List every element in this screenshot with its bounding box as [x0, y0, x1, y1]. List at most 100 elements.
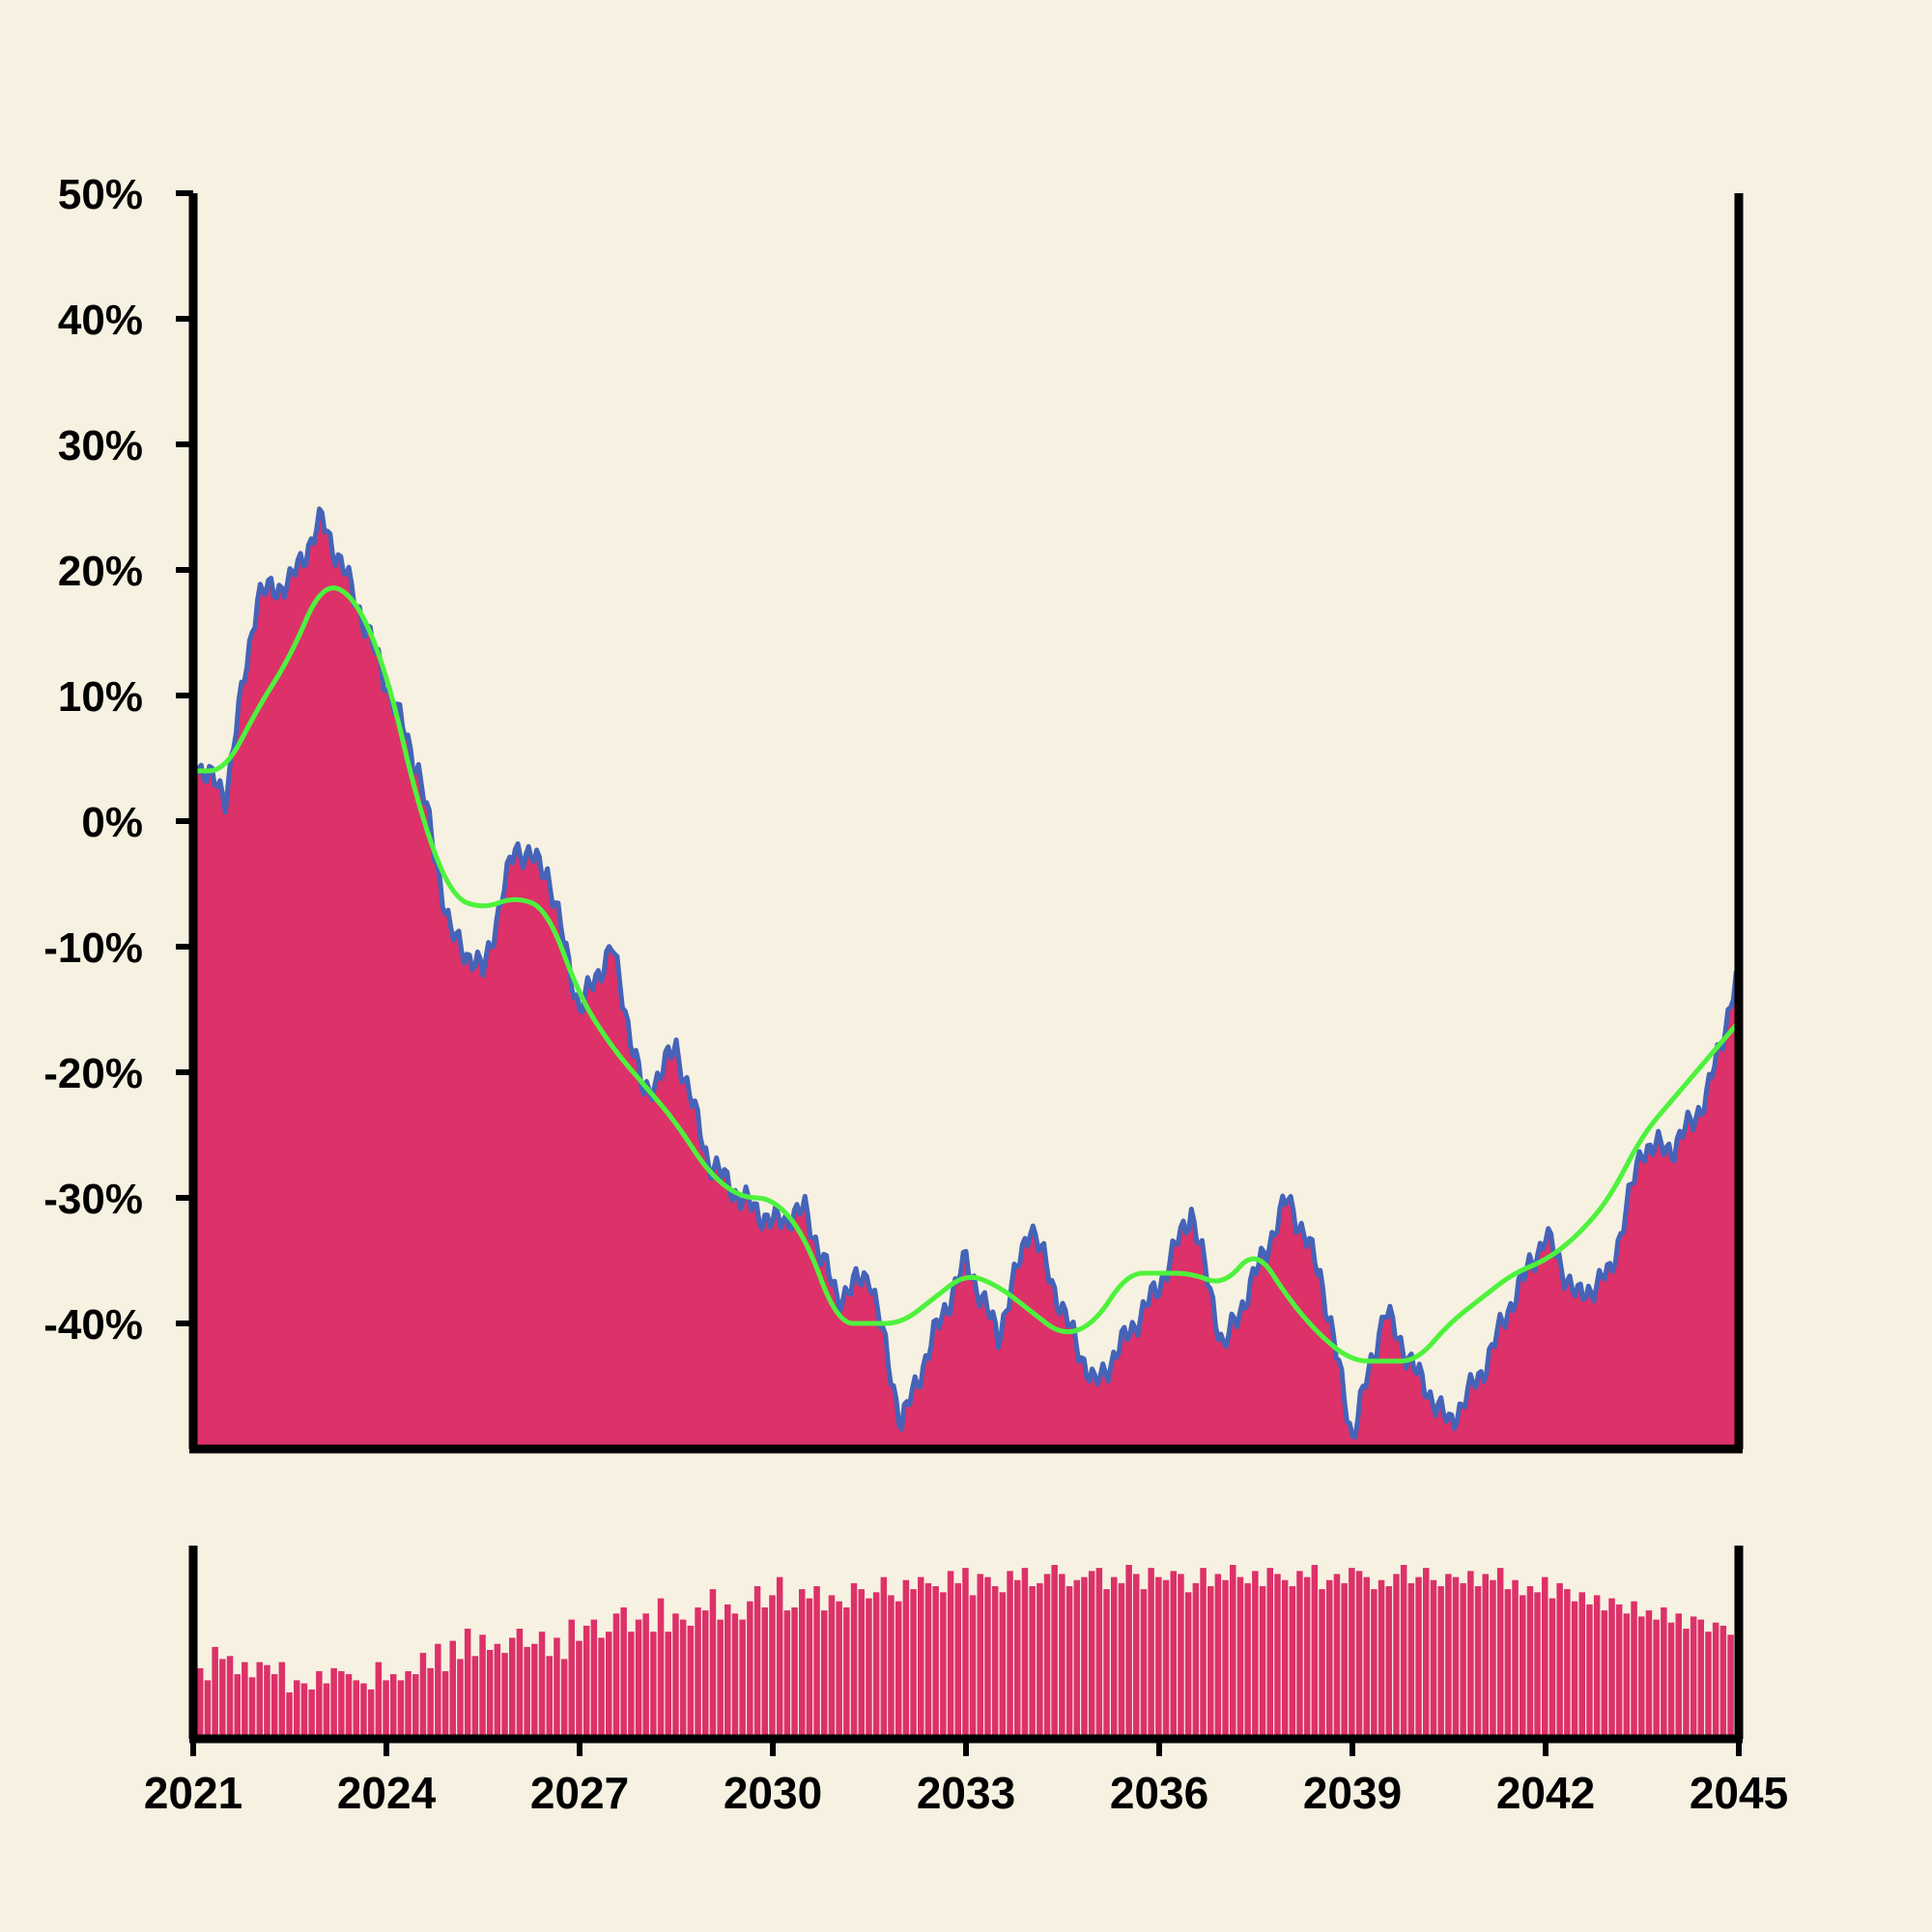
- volume-bar: [1490, 1579, 1496, 1735]
- volume-bar: [969, 1595, 977, 1735]
- volume-bar: [479, 1634, 486, 1735]
- volume-bar: [405, 1671, 412, 1735]
- volume-bar: [1645, 1610, 1653, 1735]
- volume-bar: [1111, 1577, 1118, 1735]
- volume-bar: [709, 1589, 717, 1735]
- volume-bar: [1140, 1589, 1148, 1735]
- volume-bar: [234, 1674, 241, 1735]
- volume-bar: [1007, 1571, 1013, 1735]
- volume-bar: [1378, 1579, 1385, 1735]
- volume-bar: [1661, 1607, 1667, 1735]
- volume-bar: [866, 1598, 872, 1735]
- volume-bar: [554, 1637, 560, 1735]
- volume-bar: [783, 1610, 791, 1735]
- x-axis-ticks: 2021 2024 2027 2030 2033 2036 2039 2042 2045: [144, 1739, 1788, 1818]
- volume-bar: [940, 1592, 947, 1735]
- volume-bar: [1520, 1595, 1526, 1735]
- volume-bar: [546, 1656, 553, 1735]
- volume-bar: [1690, 1616, 1697, 1735]
- x-tick-label: 2024: [337, 1768, 437, 1818]
- volume-bar: [1230, 1565, 1236, 1735]
- volume-bar: [753, 1586, 761, 1735]
- volume-bar: [1178, 1574, 1184, 1735]
- volume-bar: [338, 1671, 345, 1735]
- volume-bar: [397, 1680, 405, 1735]
- volume-bar: [1148, 1568, 1154, 1735]
- volume-bar: [991, 1586, 999, 1735]
- volume-bar: [947, 1571, 954, 1735]
- volume-bar: [1430, 1579, 1437, 1735]
- volume-bar: [918, 1577, 924, 1735]
- volume-bar: [308, 1689, 315, 1735]
- volume-bar: [1363, 1577, 1370, 1735]
- volume-bar: [717, 1619, 724, 1735]
- volume-bar: [516, 1629, 524, 1735]
- volume-bar: [582, 1625, 590, 1735]
- volume-bar: [353, 1680, 359, 1735]
- volume-bar: [1244, 1582, 1251, 1735]
- volume-bar: [902, 1579, 910, 1735]
- volume-bar: [747, 1601, 753, 1735]
- volume-bars: [197, 1565, 1734, 1735]
- volume-bar: [880, 1577, 888, 1735]
- volume-bar: [286, 1692, 293, 1735]
- volume-bar: [1601, 1610, 1608, 1735]
- volume-bar: [1059, 1574, 1065, 1735]
- volume-bar: [1162, 1579, 1170, 1735]
- price-area: [193, 508, 1739, 1449]
- volume-bar: [1705, 1632, 1712, 1735]
- volume-bar: [1615, 1604, 1623, 1735]
- volume-bar: [977, 1574, 983, 1735]
- volume-bar: [531, 1643, 538, 1735]
- volume-bar: [650, 1632, 657, 1735]
- volume-bar: [910, 1589, 917, 1735]
- volume-bar: [1319, 1589, 1325, 1735]
- volume-bar: [330, 1667, 337, 1735]
- y-tick-label: 20%: [58, 548, 143, 595]
- volume-bar: [628, 1632, 635, 1735]
- volume-bar: [197, 1667, 204, 1735]
- volume-bar: [1482, 1574, 1489, 1735]
- volume-bar: [1281, 1579, 1289, 1735]
- volume-bar: [872, 1592, 880, 1735]
- volume-bar: [590, 1619, 598, 1735]
- y-tick-label: 0%: [81, 799, 143, 846]
- volume-bar: [1556, 1582, 1563, 1735]
- volume-bar: [1467, 1571, 1474, 1735]
- x-tick-label: 2036: [1110, 1768, 1208, 1818]
- volume-bar: [219, 1659, 226, 1735]
- volume-bar: [1073, 1579, 1080, 1735]
- volume-bar: [858, 1589, 865, 1735]
- volume-bar: [1460, 1582, 1466, 1735]
- volume-bar: [435, 1643, 441, 1735]
- y-tick-label: -10%: [43, 924, 143, 972]
- volume-bar: [843, 1607, 850, 1735]
- y-tick-label: -20%: [43, 1050, 143, 1097]
- volume-bar: [1608, 1598, 1615, 1735]
- volume-bar: [1496, 1568, 1504, 1735]
- volume-bar: [1638, 1616, 1645, 1735]
- volume-bar: [1526, 1586, 1534, 1735]
- volume-bar: [1675, 1613, 1682, 1735]
- volume-bar: [606, 1632, 612, 1735]
- volume-bar: [895, 1601, 902, 1735]
- y-tick-label: -30%: [43, 1176, 143, 1223]
- volume-bar: [731, 1613, 739, 1735]
- volume-bar: [761, 1607, 768, 1735]
- volume-bar: [576, 1640, 582, 1735]
- volume-bar: [486, 1650, 494, 1735]
- volume-bar: [242, 1662, 248, 1735]
- volume-bar: [1065, 1586, 1073, 1735]
- volume-bar: [1222, 1579, 1229, 1735]
- volume-bar: [791, 1607, 798, 1735]
- volume-bar: [1125, 1565, 1132, 1735]
- volume-panel: 2021 2024 2027 2030 2033 2036 2039 2042 2045: [144, 1546, 1788, 1818]
- volume-bar: [1088, 1571, 1095, 1735]
- volume-bar: [390, 1674, 397, 1735]
- volume-bar: [560, 1659, 568, 1735]
- x-tick-label: 2039: [1303, 1768, 1402, 1818]
- volume-bar: [1415, 1577, 1422, 1735]
- volume-bar: [383, 1680, 389, 1735]
- volume-bar: [635, 1619, 642, 1735]
- volume-bar: [1385, 1586, 1392, 1735]
